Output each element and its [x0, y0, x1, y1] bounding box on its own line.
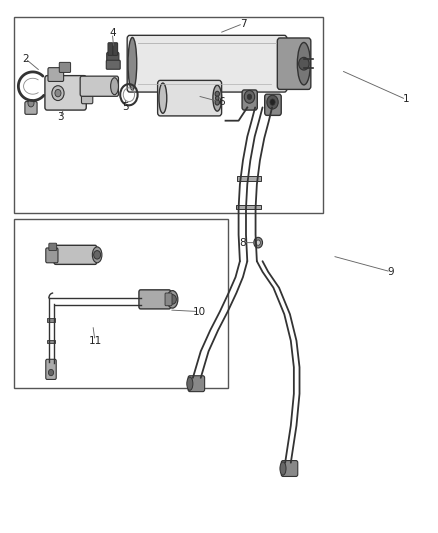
Text: 5: 5 — [122, 102, 129, 112]
Bar — [237, 205, 261, 209]
Circle shape — [270, 99, 275, 106]
FancyBboxPatch shape — [127, 35, 287, 92]
Ellipse shape — [92, 247, 102, 263]
FancyBboxPatch shape — [25, 102, 37, 114]
Circle shape — [267, 95, 278, 109]
Bar — [14, 219, 228, 389]
FancyBboxPatch shape — [265, 94, 281, 115]
FancyBboxPatch shape — [45, 76, 86, 110]
FancyBboxPatch shape — [277, 38, 311, 90]
Circle shape — [299, 58, 309, 70]
Bar — [47, 340, 55, 343]
FancyBboxPatch shape — [158, 80, 222, 116]
Circle shape — [256, 240, 260, 245]
Text: 11: 11 — [88, 336, 102, 346]
Text: 9: 9 — [388, 267, 394, 277]
FancyBboxPatch shape — [107, 52, 119, 63]
FancyBboxPatch shape — [81, 91, 93, 104]
Circle shape — [52, 86, 64, 101]
Bar — [237, 176, 261, 181]
FancyBboxPatch shape — [80, 76, 118, 96]
Circle shape — [254, 237, 262, 248]
Ellipse shape — [213, 85, 222, 111]
Text: 10: 10 — [193, 306, 206, 317]
Circle shape — [28, 100, 34, 107]
Circle shape — [169, 295, 177, 304]
FancyBboxPatch shape — [188, 376, 205, 392]
Circle shape — [215, 96, 219, 100]
FancyBboxPatch shape — [139, 290, 171, 309]
Circle shape — [94, 251, 101, 259]
Circle shape — [55, 90, 61, 97]
Text: 2: 2 — [22, 54, 28, 63]
Text: 3: 3 — [57, 112, 64, 122]
FancyBboxPatch shape — [48, 68, 64, 82]
Text: 7: 7 — [240, 19, 246, 29]
FancyBboxPatch shape — [54, 245, 97, 264]
FancyBboxPatch shape — [113, 43, 117, 55]
FancyBboxPatch shape — [108, 43, 113, 55]
Text: 1: 1 — [403, 94, 410, 104]
Ellipse shape — [187, 377, 193, 390]
Bar — [14, 17, 323, 214]
Ellipse shape — [111, 78, 118, 95]
Ellipse shape — [280, 462, 286, 475]
FancyBboxPatch shape — [46, 248, 58, 263]
Text: 6: 6 — [218, 97, 225, 107]
FancyBboxPatch shape — [165, 293, 172, 306]
Circle shape — [215, 100, 219, 105]
FancyBboxPatch shape — [46, 359, 56, 379]
FancyBboxPatch shape — [242, 90, 257, 110]
FancyBboxPatch shape — [281, 461, 298, 477]
FancyBboxPatch shape — [59, 62, 71, 72]
Ellipse shape — [159, 83, 167, 114]
Bar — [47, 318, 55, 322]
Circle shape — [244, 91, 254, 103]
Circle shape — [247, 94, 252, 100]
Ellipse shape — [128, 37, 137, 90]
Circle shape — [48, 369, 53, 376]
Text: 8: 8 — [240, 238, 246, 248]
Ellipse shape — [297, 43, 311, 85]
Circle shape — [215, 91, 219, 96]
FancyBboxPatch shape — [106, 60, 120, 69]
Ellipse shape — [167, 290, 178, 308]
FancyBboxPatch shape — [49, 243, 57, 251]
Text: 4: 4 — [109, 28, 116, 38]
